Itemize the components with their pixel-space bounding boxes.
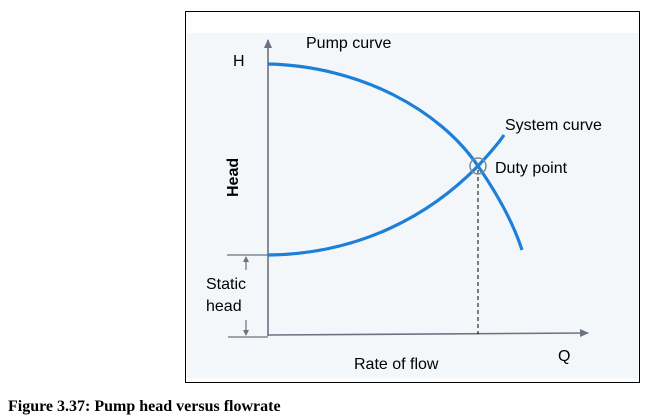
static-head-label-line1: Static <box>206 276 246 293</box>
diagram-background <box>187 33 638 378</box>
duty-point-marker <box>469 157 487 175</box>
x-axis <box>267 329 589 338</box>
pump-system-diagram: Pump curve H Head System curve Duty poin… <box>187 33 638 378</box>
pump-curve <box>267 62 524 251</box>
system-curve-label: System curve <box>505 117 602 134</box>
head-axis-label: Head <box>225 158 242 197</box>
duty-point-label: Duty point <box>495 160 568 177</box>
figure-caption: Figure 3.37: Pump head versus flowrate <box>8 398 281 415</box>
system-curve <box>267 134 506 257</box>
pump-curve-label: Pump curve <box>306 35 391 52</box>
rate-of-flow-label: Rate of flow <box>354 356 439 373</box>
q-axis-label: Q <box>558 348 570 365</box>
static-head-label-line2: head <box>206 298 242 315</box>
h-axis-label: H <box>233 53 245 70</box>
